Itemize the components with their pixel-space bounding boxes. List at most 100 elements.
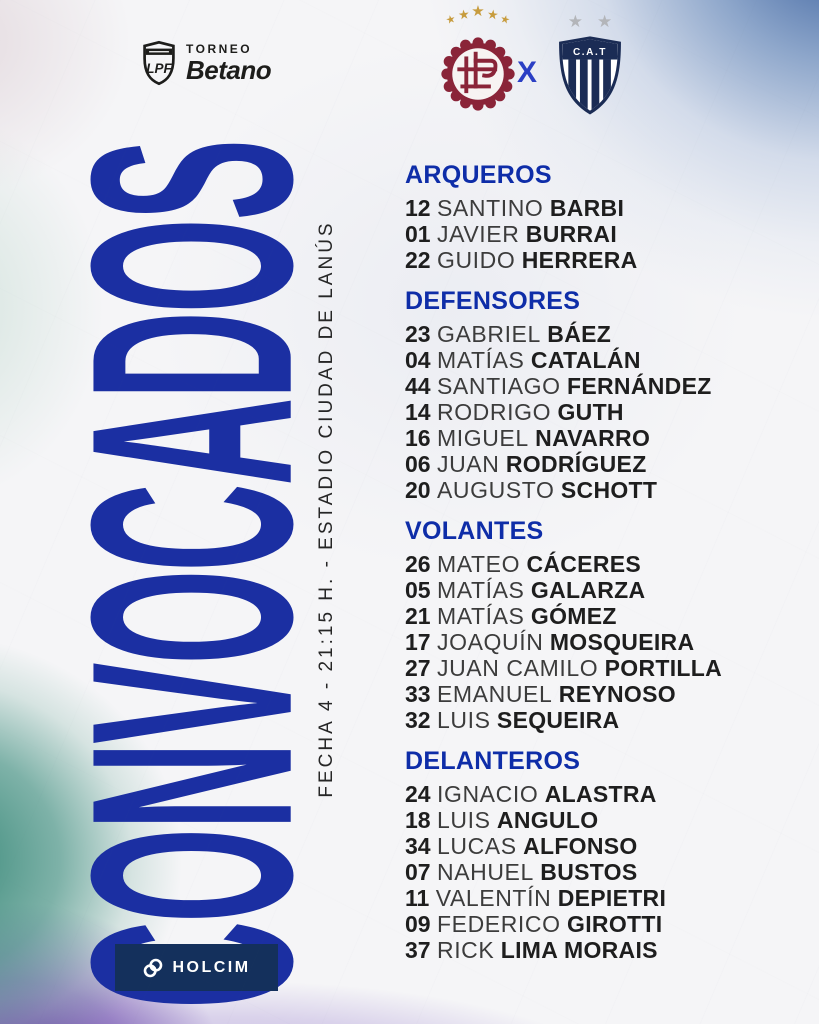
- player-first-name: MIGUEL: [436, 425, 529, 451]
- player-first-name: IGNACIO: [436, 781, 539, 807]
- star-icon: ★: [499, 12, 512, 28]
- player-row: 05 MATÍAS GALARZA: [405, 577, 805, 603]
- player-row: 18 LUIS ANGULO: [405, 807, 805, 833]
- sponsor-badge: HOLCIM: [115, 944, 278, 991]
- player-number: 12: [405, 195, 431, 221]
- lpf-shield-icon: LPF: [143, 40, 175, 86]
- player-last-name: PORTILLA: [604, 655, 722, 681]
- player-first-name: LUIS: [436, 807, 491, 833]
- player-first-name: VALENTÍN: [435, 885, 552, 911]
- away-team-stars: ★ ★: [561, 12, 620, 34]
- lanus-badge-icon: [441, 37, 515, 111]
- talleres-badge-icon: C.A.T: [559, 36, 621, 115]
- player-last-name: DEPIETRI: [557, 885, 667, 911]
- player-last-name: RODRÍGUEZ: [505, 451, 647, 477]
- player-last-name: GIROTTI: [567, 911, 663, 937]
- player-first-name: RICK: [436, 937, 495, 963]
- home-team-stars: ★ ★ ★ ★ ★: [444, 4, 512, 35]
- star-icon: ★: [485, 6, 500, 23]
- match-details: FECHA 4 - 21:15 H. - ESTADIO CIUDAD DE L…: [316, 220, 337, 798]
- player-first-name: MATÍAS: [436, 347, 525, 373]
- player-number: 44: [405, 373, 431, 399]
- player-first-name: SANTINO: [436, 195, 544, 221]
- main-title: CONVOCADOS: [32, 141, 352, 1009]
- squad-section: VOLANTES 26 MATEO CÁCERES 05 MATÍAS GALA…: [405, 517, 805, 733]
- svg-text:LPF: LPF: [146, 61, 172, 76]
- player-row: 44 SANTIAGO FERNÁNDEZ: [405, 373, 805, 399]
- cat-label: C.A.T: [573, 47, 607, 58]
- player-number: 37: [405, 937, 431, 963]
- player-row: 22 GUIDO HERRERA: [405, 247, 805, 273]
- player-number: 16: [405, 425, 431, 451]
- player-number: 26: [405, 551, 431, 577]
- player-row: 17 JOAQUÍN MOSQUEIRA: [405, 629, 805, 655]
- player-last-name: GALARZA: [530, 577, 646, 603]
- player-number: 01: [405, 221, 431, 247]
- player-number: 33: [405, 681, 431, 707]
- player-last-name: MOSQUEIRA: [549, 629, 695, 655]
- player-row: 07 NAHUEL BUSTOS: [405, 859, 805, 885]
- player-row: 24 IGNACIO ALASTRA: [405, 781, 805, 807]
- player-last-name: SCHOTT: [560, 477, 658, 503]
- player-number: 05: [405, 577, 431, 603]
- squad-list: ARQUEROS 12 SANTINO BARBI 01 JAVIER BURR…: [405, 161, 805, 977]
- section-rows: 23 GABRIEL BÁEZ 04 MATÍAS CATALÁN 44 SAN…: [405, 321, 805, 503]
- sponsor-name: HOLCIM: [172, 958, 251, 976]
- torneo-label: TORNEO: [186, 42, 253, 56]
- player-first-name: JUAN: [436, 451, 500, 477]
- player-first-name: GABRIEL: [436, 321, 541, 347]
- player-first-name: LUCAS: [436, 833, 517, 859]
- player-last-name: LIMA MORAIS: [500, 937, 658, 963]
- player-row: 12 SANTINO BARBI: [405, 195, 805, 221]
- player-number: 14: [405, 399, 431, 425]
- section-header: VOLANTES: [405, 517, 544, 545]
- player-first-name: JAVIER: [436, 221, 520, 247]
- player-number: 24: [405, 781, 431, 807]
- player-row: 34 LUCAS ALFONSO: [405, 833, 805, 859]
- player-number: 17: [405, 629, 431, 655]
- holcim-logo-icon: [144, 958, 163, 977]
- player-number: 20: [405, 477, 431, 503]
- player-first-name: JOAQUÍN: [436, 629, 544, 655]
- player-last-name: HERRERA: [521, 247, 638, 273]
- player-row: 37 RICK LIMA MORAIS: [405, 937, 805, 963]
- player-first-name: MATÍAS: [436, 603, 525, 629]
- player-first-name: MATÍAS: [436, 577, 525, 603]
- squad-section: DEFENSORES 23 GABRIEL BÁEZ 04 MATÍAS CAT…: [405, 287, 805, 503]
- player-last-name: BUSTOS: [540, 859, 638, 885]
- player-first-name: GUIDO: [436, 247, 516, 273]
- player-first-name: RODRIGO: [436, 399, 552, 425]
- player-last-name: REYNOSO: [558, 681, 676, 707]
- player-first-name: JUAN CAMILO: [436, 655, 599, 681]
- player-first-name: NAHUEL: [436, 859, 534, 885]
- player-last-name: GUTH: [557, 399, 624, 425]
- betano-label: Betano: [186, 55, 272, 85]
- player-row: 11 VALENTÍN DEPIETRI: [405, 885, 805, 911]
- squad-section: DELANTEROS 24 IGNACIO ALASTRA 18 LUIS AN…: [405, 747, 805, 963]
- player-row: 33 EMANUEL REYNOSO: [405, 681, 805, 707]
- star-icon: ★: [567, 12, 583, 31]
- player-last-name: ALFONSO: [523, 833, 638, 859]
- player-number: 27: [405, 655, 431, 681]
- section-header: DEFENSORES: [405, 287, 581, 315]
- player-row: 01 JAVIER BURRAI: [405, 221, 805, 247]
- squad-section: ARQUEROS 12 SANTINO BARBI 01 JAVIER BURR…: [405, 161, 805, 273]
- player-last-name: SEQUEIRA: [496, 707, 620, 733]
- star-icon: ★: [597, 12, 613, 31]
- player-row: 20 AUGUSTO SCHOTT: [405, 477, 805, 503]
- player-row: 14 RODRIGO GUTH: [405, 399, 805, 425]
- tournament-wordmark: TORNEO Betano: [186, 42, 272, 85]
- player-number: 23: [405, 321, 431, 347]
- star-icon: ★: [456, 6, 471, 23]
- player-row: 09 FEDERICO GIROTTI: [405, 911, 805, 937]
- player-last-name: BARBI: [549, 195, 625, 221]
- player-first-name: LUIS: [436, 707, 491, 733]
- player-first-name: EMANUEL: [436, 681, 553, 707]
- star-icon: ★: [471, 3, 485, 20]
- player-row: 04 MATÍAS CATALÁN: [405, 347, 805, 373]
- player-number: 11: [405, 885, 430, 911]
- versus-label: X: [517, 56, 538, 89]
- player-last-name: BURRAI: [525, 221, 618, 247]
- player-row: 23 GABRIEL BÁEZ: [405, 321, 805, 347]
